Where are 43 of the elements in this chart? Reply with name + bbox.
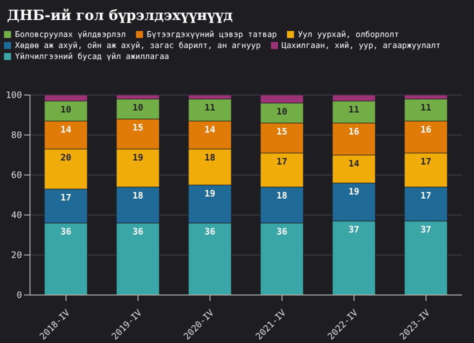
y-tick-label: 40 (11, 211, 22, 222)
data-label: 17 (276, 157, 288, 168)
data-label: 19 (348, 187, 360, 198)
data-label: 17 (420, 157, 432, 168)
data-label: 16 (348, 127, 360, 138)
data-label: 36 (60, 227, 72, 238)
data-label: 18 (276, 191, 288, 202)
data-label: 37 (348, 225, 360, 236)
data-label: 18 (132, 191, 144, 202)
data-label: 10 (276, 107, 288, 118)
data-label: 17 (420, 191, 432, 202)
data-label: 36 (276, 227, 288, 238)
data-label: 14 (204, 125, 216, 136)
data-label: 20 (60, 153, 72, 164)
data-label: 19 (132, 153, 144, 164)
legend-label: Уул уурхай, олборлолт (298, 30, 399, 39)
data-label: 18 (204, 153, 216, 164)
data-label: 10 (132, 103, 144, 114)
chart-title: ДНБ-ий гол бүрэлдэхүүнүүд (7, 8, 233, 24)
legend-label: Үйлчилгээний бусад үйл ажиллагаа (15, 52, 170, 61)
data-label: 37 (420, 225, 432, 236)
data-label: 14 (348, 159, 360, 170)
data-label: 11 (204, 103, 216, 114)
data-label: 10 (60, 105, 72, 116)
data-label: 17 (60, 193, 72, 204)
data-label: 11 (348, 105, 360, 116)
data-label: 15 (276, 127, 288, 138)
legend-label: Цахилгаан, хий, уур, агааржуулалт (282, 41, 441, 50)
data-label: 16 (420, 125, 432, 136)
data-label: 19 (204, 189, 216, 200)
data-label: 11 (420, 103, 432, 114)
data-label: 14 (60, 125, 72, 136)
y-tick-label: 0 (16, 291, 22, 302)
data-label: 36 (204, 227, 216, 238)
legend-label: Хөдөө аж ахуй, ойн аж ахуй, загас барилт, ан агнуур (15, 41, 261, 50)
y-tick-label: 100 (6, 91, 22, 102)
data-label: 36 (132, 227, 144, 238)
y-tick-label: 20 (11, 251, 22, 262)
legend-label: Бүтээгдэхүүний цэвэр татвар (146, 30, 277, 39)
legend-label: Боловсруулах үйлдвэрлэл (15, 30, 126, 39)
y-tick-label: 80 (11, 131, 22, 142)
data-label: 15 (132, 123, 144, 134)
y-tick-label: 60 (11, 171, 22, 182)
